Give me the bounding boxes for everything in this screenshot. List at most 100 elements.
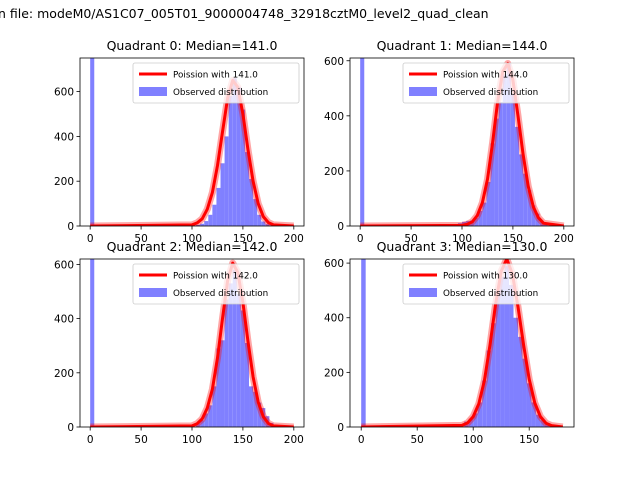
histogram-bar (200, 420, 205, 427)
poisson-curve (90, 261, 294, 427)
histogram-bar (478, 210, 483, 226)
histogram-bar (535, 414, 541, 427)
histogram-bar (216, 187, 221, 226)
panels: 0 50 100 150 200 0 200 400 600 Quadrant 0: Median… (54, 38, 575, 446)
quadrant-title: Quadrant 3: Median=130.0 (377, 239, 548, 254)
legend-observed-label: Observed distribution (443, 289, 538, 299)
y-tick-label: 600 (324, 258, 344, 270)
histogram-bar (200, 223, 205, 226)
x-tick-label: 50 (134, 434, 147, 446)
y-tick-label: 400 (324, 313, 344, 325)
histogram-bar (90, 259, 95, 427)
quadrant-1-chart: 0 50 100 150 200 0 200 400 600 Quadrant 1: Median… (324, 38, 575, 245)
histogram-bar (490, 143, 495, 226)
x-tick-label: 200 (554, 233, 574, 245)
legend-observed-label: Observed distribution (173, 289, 268, 299)
legend-observed-swatch (409, 87, 437, 96)
histogram-bar (212, 386, 217, 427)
x-tick-label: 150 (519, 434, 539, 446)
histogram-bar (257, 214, 262, 226)
histogram-bar (513, 317, 518, 427)
legend: Poission with 142.0 Observed distribution (132, 263, 300, 305)
plot-area (90, 259, 294, 427)
histogram-bar (204, 221, 209, 226)
legend: Poission with 141.0 Observed distribution (132, 62, 300, 104)
histogram-bar (506, 63, 511, 226)
x-tick-label: 0 (357, 233, 364, 245)
y-tick-label: 200 (54, 176, 74, 188)
legend-observed-swatch (139, 87, 167, 96)
histogram-bar (360, 58, 365, 226)
histogram-bar (539, 220, 544, 226)
histogram-bar (491, 323, 496, 427)
x-tick-label: 50 (404, 233, 417, 245)
histogram-bar (208, 405, 213, 427)
histogram-bar (253, 391, 258, 427)
histogram-bar (236, 87, 241, 226)
y-tick-label: 400 (54, 131, 74, 143)
histogram-bar (477, 402, 483, 427)
figure-suptitle: n file: modeM0/AS1C07_005T01_9000004748_… (0, 6, 489, 21)
histogram-bar (265, 224, 270, 226)
x-tick-label: 150 (503, 233, 523, 245)
histogram-bar (482, 202, 487, 226)
histogram-bar (240, 109, 245, 226)
y-tick-label: 0 (67, 422, 74, 434)
histogram-bar (224, 299, 229, 427)
y-tick-label: 600 (54, 87, 74, 99)
legend-box (132, 263, 300, 305)
histogram-bar (474, 217, 479, 226)
histogram-bar (531, 402, 536, 427)
histogram-bar (522, 358, 527, 427)
quadrant-0-chart: 0 50 100 150 200 0 200 400 600 Quadrant 0: Median… (54, 38, 305, 245)
y-tick-label: 200 (54, 368, 74, 380)
legend-poisson-label: Poission with 144.0 (443, 71, 528, 81)
histogram-bar (527, 190, 532, 226)
histogram-bar (502, 74, 507, 226)
histogram-bar (523, 173, 528, 226)
histogram-bar (473, 413, 478, 427)
histogram-bar (468, 418, 474, 427)
y-tick-label: 600 (324, 56, 344, 68)
legend-observed-swatch (409, 288, 437, 297)
histogram-bar (504, 265, 510, 427)
histogram-bar (240, 310, 245, 427)
x-tick-label: 150 (233, 233, 253, 245)
quadrant-2-chart: 0 50 100 150 200 0 200 400 600 Quadrant 2: Median… (54, 239, 305, 446)
y-tick-label: 200 (324, 367, 344, 379)
legend-observed-label: Observed distribution (443, 88, 538, 98)
histogram-bar (495, 290, 501, 427)
histogram-bar (261, 221, 266, 226)
histogram-bar (224, 136, 229, 226)
histogram-bar (196, 422, 201, 427)
histogram-bar (212, 204, 217, 226)
quadrant-title: Quadrant 1: Median=144.0 (377, 38, 548, 53)
x-tick-label: 100 (452, 233, 472, 245)
legend-poisson-label: Poission with 141.0 (173, 71, 258, 81)
y-tick-label: 200 (324, 166, 344, 178)
histogram-bar (509, 284, 514, 427)
histogram-bar (519, 154, 524, 226)
histogram-bar (196, 224, 201, 226)
histogram-bar (249, 386, 254, 427)
histogram-bar (518, 336, 523, 427)
histogram-bar (253, 199, 258, 226)
histogram-bar (540, 420, 545, 427)
quadrant-title: Quadrant 2: Median=142.0 (107, 239, 278, 254)
histogram-bar (514, 126, 520, 226)
histogram-bar (220, 163, 225, 226)
y-tick-label: 400 (324, 111, 344, 123)
x-tick-label: 200 (284, 434, 304, 446)
quadrant-3-chart: 0 50 100 150 0 200 400 600 Quadrant 3: Median=13… (324, 239, 575, 446)
histogram-bar (498, 102, 503, 226)
histogram-bar (510, 93, 515, 226)
legend-box (132, 62, 300, 104)
legend-poisson-label: Poission with 130.0 (443, 272, 528, 282)
x-tick-label: 100 (182, 233, 202, 245)
histogram-bar (543, 224, 548, 226)
histogram-bar (257, 402, 262, 427)
histogram-bar (244, 343, 250, 427)
histogram-bar (90, 58, 95, 226)
histogram-bar (500, 276, 505, 427)
x-tick-label: 0 (87, 434, 94, 446)
